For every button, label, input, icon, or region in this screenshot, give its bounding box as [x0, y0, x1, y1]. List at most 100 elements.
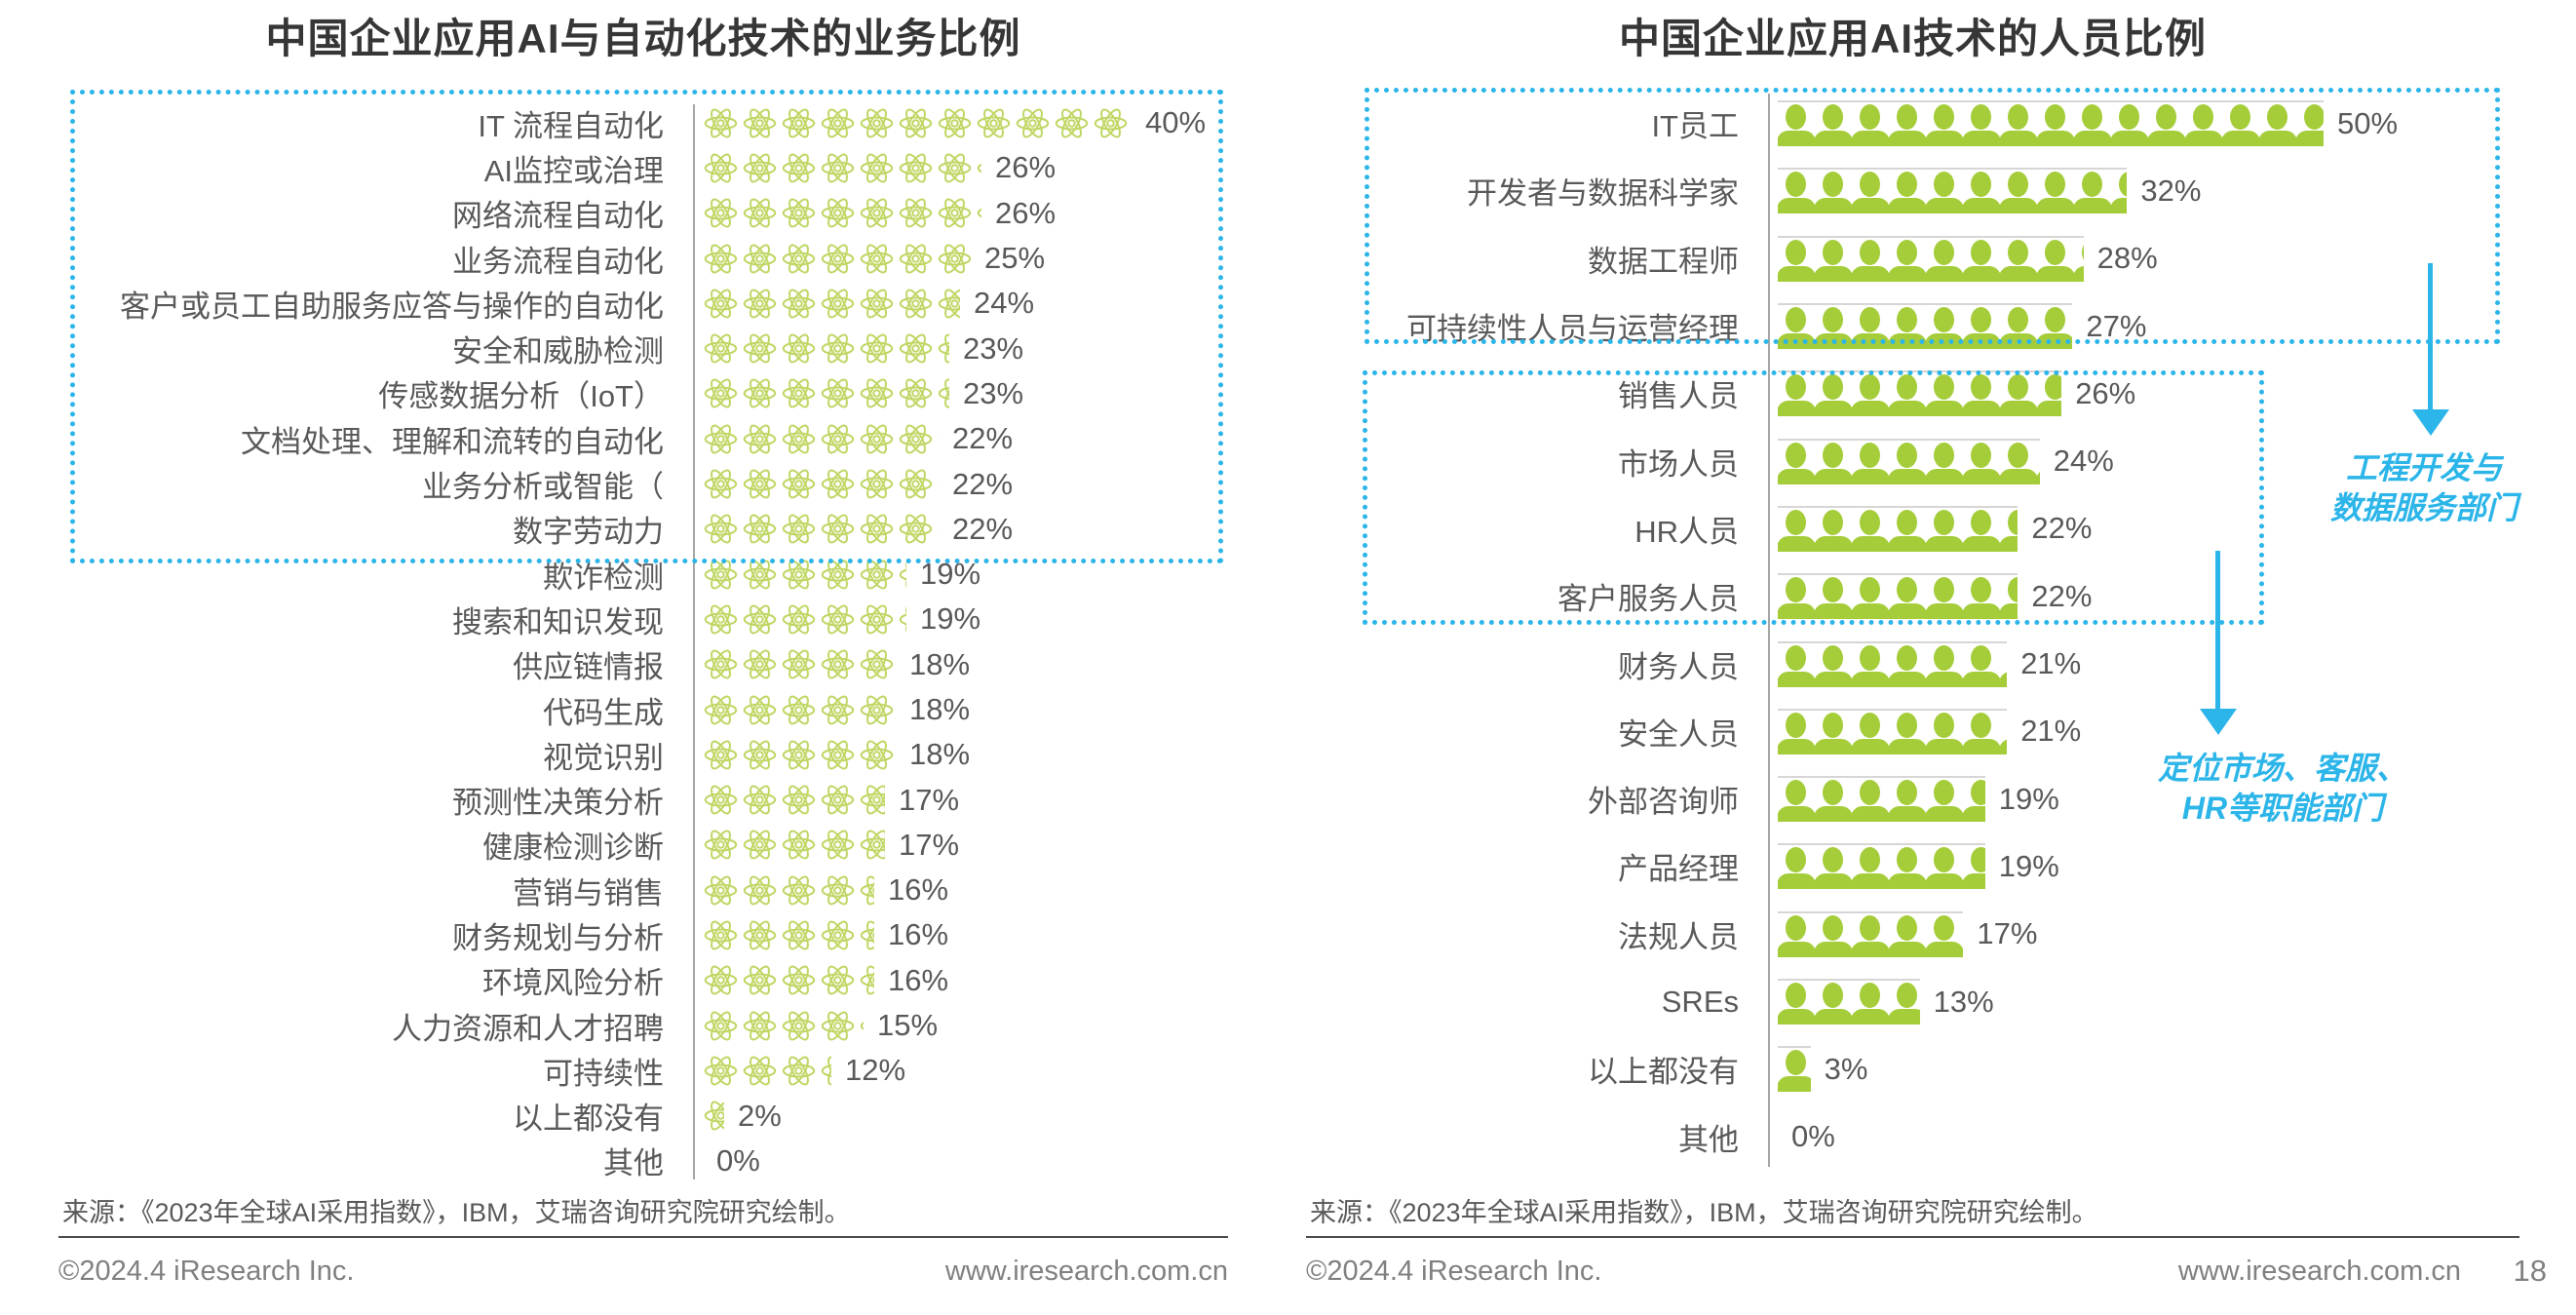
row-label: AI监控或治理	[483, 153, 664, 188]
person-icon	[1851, 170, 1890, 214]
row-label: 外部咨询师	[1588, 785, 1739, 820]
atom-icon	[820, 105, 856, 141]
row-value: 22%	[952, 466, 1014, 501]
row-bar	[703, 1050, 831, 1091]
atom-icon	[859, 375, 895, 411]
row-bar-zone: 0%	[679, 1141, 1228, 1181]
atom-icon	[976, 195, 981, 231]
left-chart: IT 流程自动化 40% AI监控或治理 26% 网络流程自动化 26% 业务流程自动化 25…	[58, 100, 1228, 1183]
atom-icon	[898, 330, 934, 367]
person-icon	[1778, 170, 1816, 214]
row-label: 营销与销售	[513, 875, 664, 910]
atom-icon	[898, 421, 934, 457]
chart-row: 供应链情报 18%	[58, 642, 1228, 687]
row-bar-zone: 22%	[679, 418, 1228, 459]
person-icon	[1851, 711, 1890, 754]
row-value: 22%	[952, 511, 1014, 546]
row-label: 传感数据分析（IoT）	[378, 379, 664, 414]
atom-icon	[859, 105, 895, 141]
atom-icon	[859, 511, 895, 547]
person-icon	[1999, 170, 2038, 214]
atom-icon	[898, 557, 906, 593]
row-bar	[703, 509, 939, 550]
chart-row: 数字劳动力 22%	[58, 507, 1228, 552]
person-icon	[1814, 845, 1853, 890]
atom-icon	[1054, 105, 1090, 141]
row-label: 数据工程师	[1588, 244, 1739, 279]
atom-icon	[703, 692, 739, 728]
atom-icon	[820, 872, 856, 909]
atom-icon	[820, 150, 856, 186]
row-bar-zone: 16%	[679, 914, 1228, 955]
row-bar	[703, 734, 896, 775]
row-label: 安全和威胁检测	[452, 334, 664, 369]
chart-row: 文档处理、理解和流转的自动化 22%	[58, 416, 1228, 461]
right-chart: IT员工 50% 开发者与数据科学家 32% 数据工程师 28% 可持续性人员与运营经理 27…	[1306, 90, 2519, 1171]
row-label: 销售人员	[1618, 379, 1739, 414]
chart-row: 数据工程师 28%	[1306, 225, 2519, 292]
person-icon	[1925, 170, 1964, 214]
atom-icon	[820, 511, 856, 547]
atom-icon	[820, 286, 856, 322]
chart-row: 传感数据分析（IoT） 23%	[58, 371, 1228, 416]
person-icon	[1925, 913, 1964, 957]
row-label: 数字劳动力	[513, 515, 664, 550]
atom-icon	[703, 646, 739, 682]
row-bar	[703, 644, 896, 685]
row-bar	[703, 1096, 724, 1137]
person-icon	[1814, 102, 1853, 147]
row-label: 开发者与数据科学家	[1467, 176, 1739, 212]
atom-icon	[742, 466, 778, 502]
row-label: SREs	[1661, 984, 1739, 1019]
row-bar-zone: 32%	[1754, 168, 2519, 214]
chart-row: 营销与销售 16%	[58, 868, 1228, 912]
row-bar-zone: 23%	[679, 373, 1228, 414]
row-bar-zone: 19%	[1754, 776, 2519, 823]
person-icon	[1888, 170, 1927, 214]
person-icon	[1962, 508, 2001, 552]
row-bar	[703, 238, 971, 279]
atom-icon	[703, 511, 739, 547]
row-bar	[703, 464, 939, 505]
row-label: 环境风险分析	[482, 966, 664, 1001]
row-label: 网络流程自动化	[452, 199, 664, 234]
left-copyright: ©2024.4 iResearch Inc.	[58, 1256, 355, 1287]
atom-icon	[898, 375, 934, 411]
person-icon	[1962, 372, 2001, 417]
person-icon	[1999, 711, 2008, 754]
atom-icon	[859, 827, 885, 863]
chart-row: 客户或员工自助服务应答与操作的自动化 24%	[58, 281, 1228, 326]
row-bar-zone: 23%	[679, 329, 1228, 369]
row-label: 财务人员	[1618, 649, 1739, 684]
atom-icon	[898, 105, 934, 141]
person-icon	[1851, 845, 1890, 890]
row-label: 客户服务人员	[1557, 582, 1739, 617]
atom-icon	[898, 241, 934, 277]
chart-row: 预测性决策分析 17%	[58, 777, 1228, 822]
atom-icon	[742, 692, 778, 728]
row-value: 24%	[2053, 444, 2114, 479]
annotation-line: HR等职能部门	[2181, 790, 2384, 826]
atom-icon	[703, 466, 739, 502]
row-bar-zone: 25%	[679, 238, 1228, 279]
atom-icon	[742, 330, 778, 367]
person-icon	[1962, 102, 2001, 147]
chart-row: 开发者与数据科学家 32%	[1306, 157, 2519, 224]
row-bar-zone: 17%	[679, 780, 1228, 821]
atom-icon	[703, 737, 739, 773]
person-icon	[1962, 643, 2001, 687]
atom-icon	[937, 375, 949, 411]
person-icon	[2036, 170, 2075, 214]
row-bar-zone: 19%	[1754, 843, 2519, 890]
row-bar-zone: 22%	[1754, 573, 2519, 620]
row-bar	[703, 283, 960, 324]
chart-row: 人力资源和人才招聘 15%	[58, 1003, 1228, 1048]
row-bar-zone: 15%	[679, 1005, 1228, 1046]
atom-icon	[703, 1008, 739, 1044]
atom-icon	[898, 466, 934, 502]
person-icon	[1888, 238, 1927, 282]
atom-icon	[781, 692, 817, 728]
person-icon	[1925, 441, 1964, 484]
atom-icon	[898, 150, 934, 186]
